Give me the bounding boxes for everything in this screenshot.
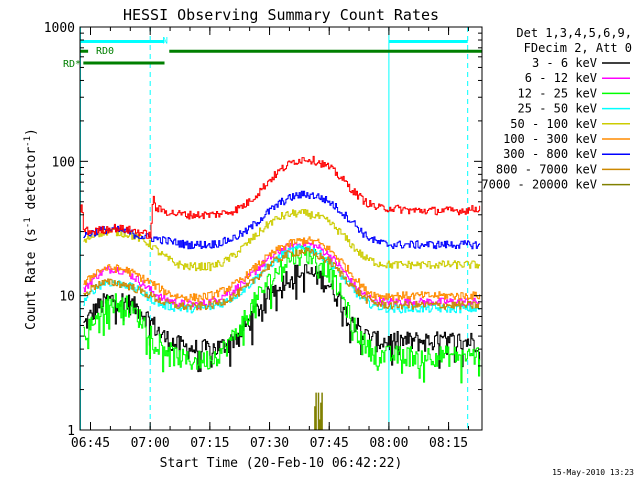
legend-entry-label: 100 - 300 keV	[503, 132, 597, 146]
series-line-800-7000-kev	[83, 247, 481, 311]
x-tick-label: 07:30	[250, 436, 289, 451]
legend-entry-label: 50 - 100 keV	[510, 117, 597, 131]
legend-entry-label: 7000 - 20000 keV	[481, 178, 597, 192]
flag-label-n: N	[163, 36, 168, 46]
plot-frame	[79, 26, 483, 431]
legend: Det 1,3,4,5,6,9,FDecim 2, Att 03 - 6 keV…	[481, 26, 632, 192]
legend-header-line: FDecim 2, Att 0	[524, 41, 632, 55]
x-tick-label: 07:45	[310, 436, 349, 451]
x-axis-label: Start Time (20-Feb-10 06:42:22)	[160, 456, 403, 471]
y-tick-label: 1000	[44, 21, 75, 36]
x-tick-label: 06:45	[71, 436, 110, 451]
legend-entry-label: 6 - 12 keV	[525, 71, 597, 85]
x-tick-label: 08:00	[369, 436, 408, 451]
timestamp: 15-May-2010 13:23	[552, 468, 634, 477]
legend-entry-label: 25 - 50 keV	[518, 102, 597, 116]
x-tick-label: 08:15	[429, 436, 468, 451]
flag-label-rd0: RD0	[96, 46, 114, 57]
series-line-300-800-kev	[83, 190, 481, 250]
legend-entry-label: 300 - 800 keV	[503, 147, 597, 161]
y-tick-label: 1	[67, 424, 75, 439]
series-line-100-300-kev	[83, 236, 481, 302]
series-line-12-25-kev	[83, 245, 481, 384]
chart-title: HESSI Observing Summary Count Rates	[123, 6, 439, 24]
y-axis-label: Count Rate (s-1 detector-1)	[23, 128, 39, 330]
y-tick-label: 100	[52, 155, 75, 170]
legend-header-line: Det 1,3,4,5,6,9,	[516, 26, 632, 40]
legend-entry-label: 3 - 6 keV	[532, 56, 597, 70]
series-line-red	[80, 155, 481, 239]
x-tick-label: 07:00	[131, 436, 170, 451]
y-tick-label: 10	[59, 290, 75, 305]
series-line-50-100-kev	[83, 209, 481, 272]
legend-entry-label: 800 - 7000 keV	[496, 162, 597, 176]
x-tick-label: 07:15	[190, 436, 229, 451]
series-line-7000-20000-kev	[314, 392, 323, 430]
flag-label-rdstar: RD*	[63, 59, 81, 70]
legend-entry-label: 12 - 25 keV	[518, 86, 597, 100]
series-line-6-12-kev	[83, 239, 481, 309]
